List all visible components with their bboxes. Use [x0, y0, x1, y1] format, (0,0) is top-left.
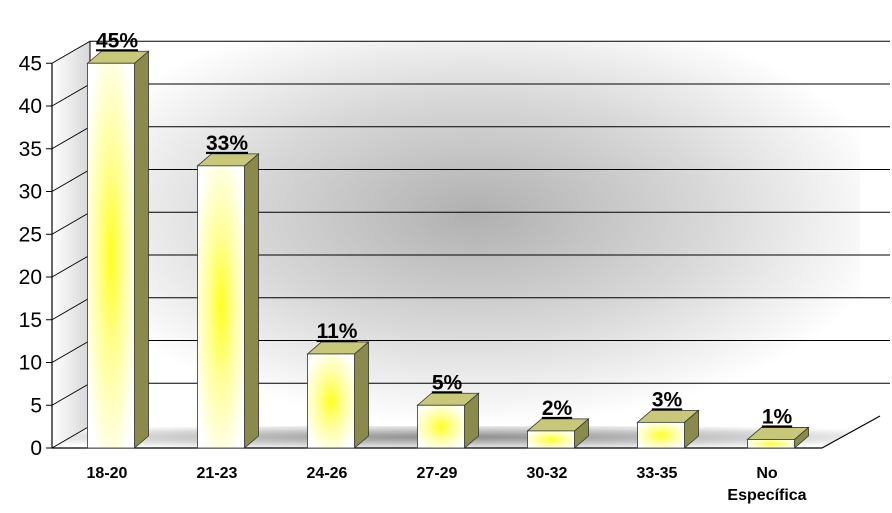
- x-tick-label: 30-32: [527, 465, 568, 482]
- bar: [417, 404, 465, 449]
- x-tick-label: 18-20: [87, 465, 128, 482]
- gridline-side: [51, 83, 91, 107]
- bar-27-29: [416, 392, 480, 449]
- gridline-side: [51, 211, 91, 235]
- y-tick-label: 15: [19, 309, 42, 332]
- bar-side: [244, 152, 259, 449]
- bar-33-35: [636, 409, 700, 449]
- bar: [87, 62, 135, 449]
- gridline-side: [51, 40, 91, 64]
- labels: 0 5 10 15 20 25 30 35 40 45 45% 18-20 33% 21-23 11% 24-…: [19, 29, 807, 504]
- y-tick-label: 35: [19, 138, 42, 161]
- gridline-side: [51, 126, 91, 150]
- data-label: 11%: [317, 320, 358, 343]
- bar: [307, 353, 355, 449]
- bars: [86, 50, 810, 449]
- y-tick-label: 30: [19, 181, 42, 204]
- bar-side: [134, 50, 149, 449]
- bar-no-específica: [746, 426, 810, 449]
- data-label: 2%: [542, 397, 573, 420]
- x-tick-label: No Específica: [727, 465, 806, 504]
- bar-18-20: [86, 50, 150, 449]
- y-tick-label: 5: [30, 394, 42, 417]
- floor-edge: [821, 415, 881, 449]
- bar-21-23: [196, 152, 260, 449]
- y-tick-label: 20: [19, 266, 42, 289]
- y-tick-label: 45: [19, 52, 42, 75]
- gridline-side: [51, 254, 91, 278]
- x-tick-label: 21-23: [197, 465, 238, 482]
- data-label: 3%: [652, 388, 683, 411]
- bar-30-32: [526, 418, 590, 449]
- bar: [747, 439, 795, 449]
- y-tick-label: 0: [30, 437, 42, 460]
- y-tick-label: 40: [19, 95, 42, 118]
- data-label: 45%: [96, 29, 138, 52]
- data-label: 33%: [206, 132, 248, 155]
- x-tick-label-line: Específica: [727, 487, 806, 504]
- bar-24-26: [306, 341, 370, 449]
- gridline-side: [51, 382, 91, 406]
- bar: [637, 421, 685, 449]
- bar: [527, 430, 575, 449]
- y-tick-label: 25: [19, 223, 42, 246]
- data-label: 5%: [432, 371, 463, 394]
- data-label: 1%: [762, 405, 793, 428]
- x-tick-label: 24-26: [307, 465, 348, 482]
- gridline-side: [51, 425, 91, 449]
- x-tick-label-line: No: [756, 465, 778, 482]
- bar: [197, 165, 245, 449]
- x-tick-label: 27-29: [417, 465, 458, 482]
- gridline-side: [51, 169, 91, 192]
- gridline-side: [51, 340, 91, 363]
- x-tick-label: 33-35: [637, 465, 678, 482]
- y-tick-label: 10: [19, 352, 42, 375]
- gridline-side: [51, 297, 91, 321]
- bar-side: [354, 341, 369, 449]
